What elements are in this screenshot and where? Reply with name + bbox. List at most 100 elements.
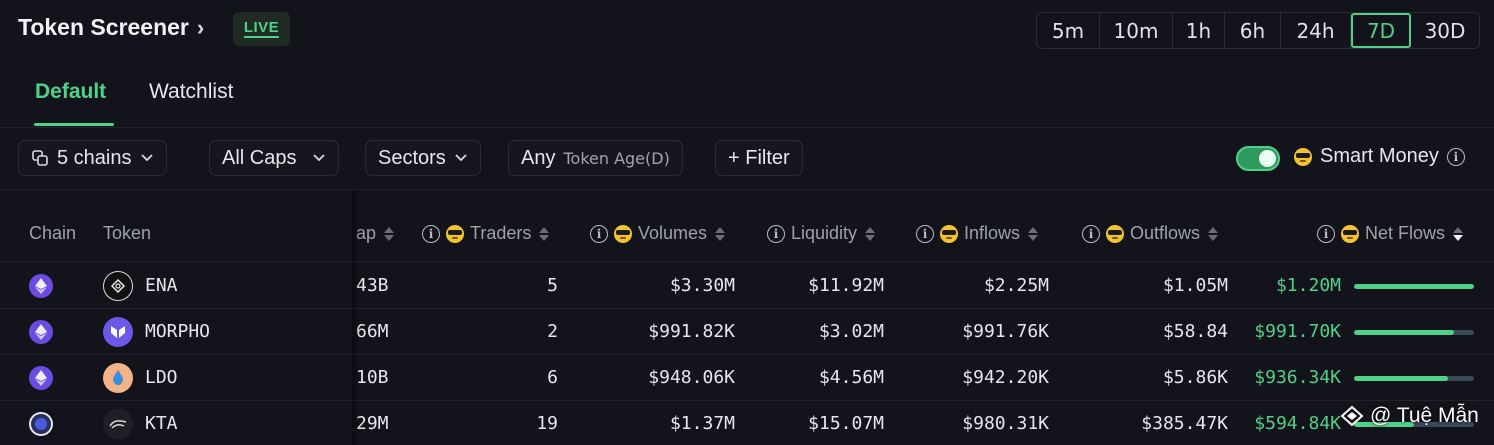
live-badge: LIVE: [233, 12, 290, 46]
table-row[interactable]: LDO 10B 6 $948.06K $4.56M $942.20K $5.86…: [0, 355, 1494, 401]
page-title[interactable]: Token Screener ›: [18, 14, 204, 41]
col-outflows-label: Outflows: [1130, 223, 1201, 243]
col-token: Token: [103, 223, 151, 244]
base-chain-icon: [29, 412, 53, 436]
table-row[interactable]: KTA 29M 19 $1.37M $15.07M $980.31K $385.…: [0, 401, 1494, 445]
net-flows-bar-fill: [1354, 376, 1448, 381]
timeframe-5m[interactable]: 5m: [1037, 13, 1100, 48]
token-name[interactable]: ENA: [145, 275, 178, 296]
chains-label: 5 chains: [57, 146, 132, 169]
ethereum-chain-icon: [29, 274, 53, 298]
sectors-dropdown[interactable]: Sectors: [365, 140, 481, 176]
info-icon[interactable]: i: [916, 224, 934, 243]
frozen-column-shadow: [352, 190, 360, 445]
outflows-value: $5.86K: [1162, 367, 1228, 388]
toggle-knob: [1259, 150, 1276, 167]
col-volumes[interactable]: i Volumes: [590, 223, 726, 244]
net-flows-bar: [1354, 284, 1474, 289]
col-net-flows-label: Net Flows: [1365, 223, 1446, 243]
watermark-text: @ Tuệ Mẫn: [1370, 404, 1479, 427]
watermark: @ Tuệ Mẫn: [1340, 404, 1479, 428]
volumes-value: $1.37M: [669, 413, 735, 434]
traders-value: 6: [547, 367, 558, 388]
net-flows-value: $991.70K: [1254, 321, 1341, 342]
sunglasses-emoji-icon: [1294, 147, 1312, 166]
timeframe-30d[interactable]: 30D: [1424, 18, 1466, 43]
cap-value: 43B: [356, 275, 389, 296]
chevron-down-icon: [140, 154, 153, 162]
traders-value: 2: [547, 321, 558, 342]
chains-dropdown[interactable]: 5 chains: [18, 140, 167, 176]
col-chain: Chain: [29, 223, 76, 244]
col-net-flows[interactable]: i Net Flows: [1317, 223, 1464, 244]
caps-label: All Caps: [222, 146, 297, 169]
morpho-token-icon: [103, 317, 133, 347]
token-name[interactable]: MORPHO: [145, 321, 211, 342]
smart-money-label-group: Smart Money i: [1294, 145, 1465, 168]
table-row[interactable]: ENA 43B 5 $3.30M $11.92M $2.25M $1.05M $…: [0, 263, 1494, 309]
token-age-prefix: Any: [521, 146, 556, 169]
traders-value: 5: [547, 275, 558, 296]
timeframe-6h[interactable]: 6h: [1225, 13, 1281, 48]
timeframe-10m[interactable]: 10m: [1100, 13, 1173, 48]
info-icon[interactable]: i: [1317, 224, 1335, 243]
chevron-right-icon: ›: [196, 14, 205, 40]
timeframe-24h[interactable]: 24h: [1281, 13, 1351, 48]
timeframe-selector: 5m 10m 1h 6h 24h 7D 30D: [1036, 12, 1480, 49]
tab-watchlist[interactable]: Watchlist: [149, 80, 234, 103]
col-liquidity-label: Liquidity: [791, 223, 858, 243]
ldo-token-icon: [103, 363, 133, 393]
col-inflows[interactable]: i Inflows: [916, 223, 1039, 244]
smart-money-toggle[interactable]: [1236, 146, 1280, 171]
token-age-filter[interactable]: Any Token Age(D): [508, 140, 683, 176]
net-flows-value: $936.34K: [1254, 367, 1341, 388]
info-icon[interactable]: i: [767, 224, 785, 243]
outflows-value: $58.84: [1162, 321, 1228, 342]
col-cap-label: ap: [356, 223, 377, 243]
sort-icon: [384, 226, 395, 241]
chevron-down-icon: [313, 154, 326, 162]
net-flows-value: $1.20M: [1275, 275, 1341, 296]
col-traders-label: Traders: [470, 223, 532, 243]
col-liquidity[interactable]: i Liquidity: [767, 223, 876, 244]
token-name[interactable]: LDO: [145, 367, 178, 388]
info-icon[interactable]: i: [590, 224, 608, 243]
tab-default[interactable]: Default: [35, 80, 107, 103]
sort-icon: [539, 226, 550, 241]
info-icon[interactable]: i: [1082, 224, 1100, 243]
net-flows-bar: [1354, 422, 1474, 427]
add-filter-button[interactable]: + Filter: [715, 140, 803, 176]
active-tab-indicator: [34, 123, 114, 126]
outflows-value: $385.47K: [1141, 413, 1228, 434]
sort-icon: [1208, 226, 1219, 241]
volumes-value: $948.06K: [648, 367, 735, 388]
col-volumes-label: Volumes: [638, 223, 708, 243]
col-cap[interactable]: ap: [356, 223, 395, 244]
kta-token-icon: [103, 409, 133, 439]
col-token-label: Token: [103, 223, 152, 243]
sunglasses-emoji-icon: [446, 224, 464, 243]
table-row[interactable]: MORPHO 66M 2 $991.82K $3.02M $991.76K $5…: [0, 309, 1494, 355]
volumes-value: $991.82K: [648, 321, 735, 342]
timeframe-1h[interactable]: 1h: [1173, 13, 1225, 48]
filter-bar: 5 chains All Caps Sectors Any Token Age(…: [0, 128, 1494, 190]
inflows-value: $980.31K: [962, 413, 1049, 434]
sunglasses-emoji-icon: [1106, 224, 1124, 243]
timeframe-7d[interactable]: 7D: [1351, 13, 1411, 48]
caps-dropdown[interactable]: All Caps: [209, 140, 340, 176]
token-age-label: Token Age(D): [563, 148, 670, 168]
inflows-value: $2.25M: [983, 275, 1049, 296]
chevron-down-icon: [455, 154, 467, 162]
net-flows-value: $594.84K: [1254, 413, 1341, 434]
sunglasses-emoji-icon: [614, 224, 632, 243]
ethereum-chain-icon: [29, 366, 53, 390]
net-flows-bar-fill: [1354, 330, 1454, 335]
col-traders[interactable]: i Traders: [422, 223, 550, 244]
smart-money-label: Smart Money: [1320, 145, 1439, 167]
col-outflows[interactable]: i Outflows: [1082, 223, 1219, 244]
info-icon[interactable]: i: [1446, 147, 1465, 166]
inflows-value: $991.76K: [962, 321, 1049, 342]
info-icon[interactable]: i: [422, 224, 440, 243]
col-inflows-label: Inflows: [964, 223, 1021, 243]
token-name[interactable]: KTA: [145, 413, 178, 434]
